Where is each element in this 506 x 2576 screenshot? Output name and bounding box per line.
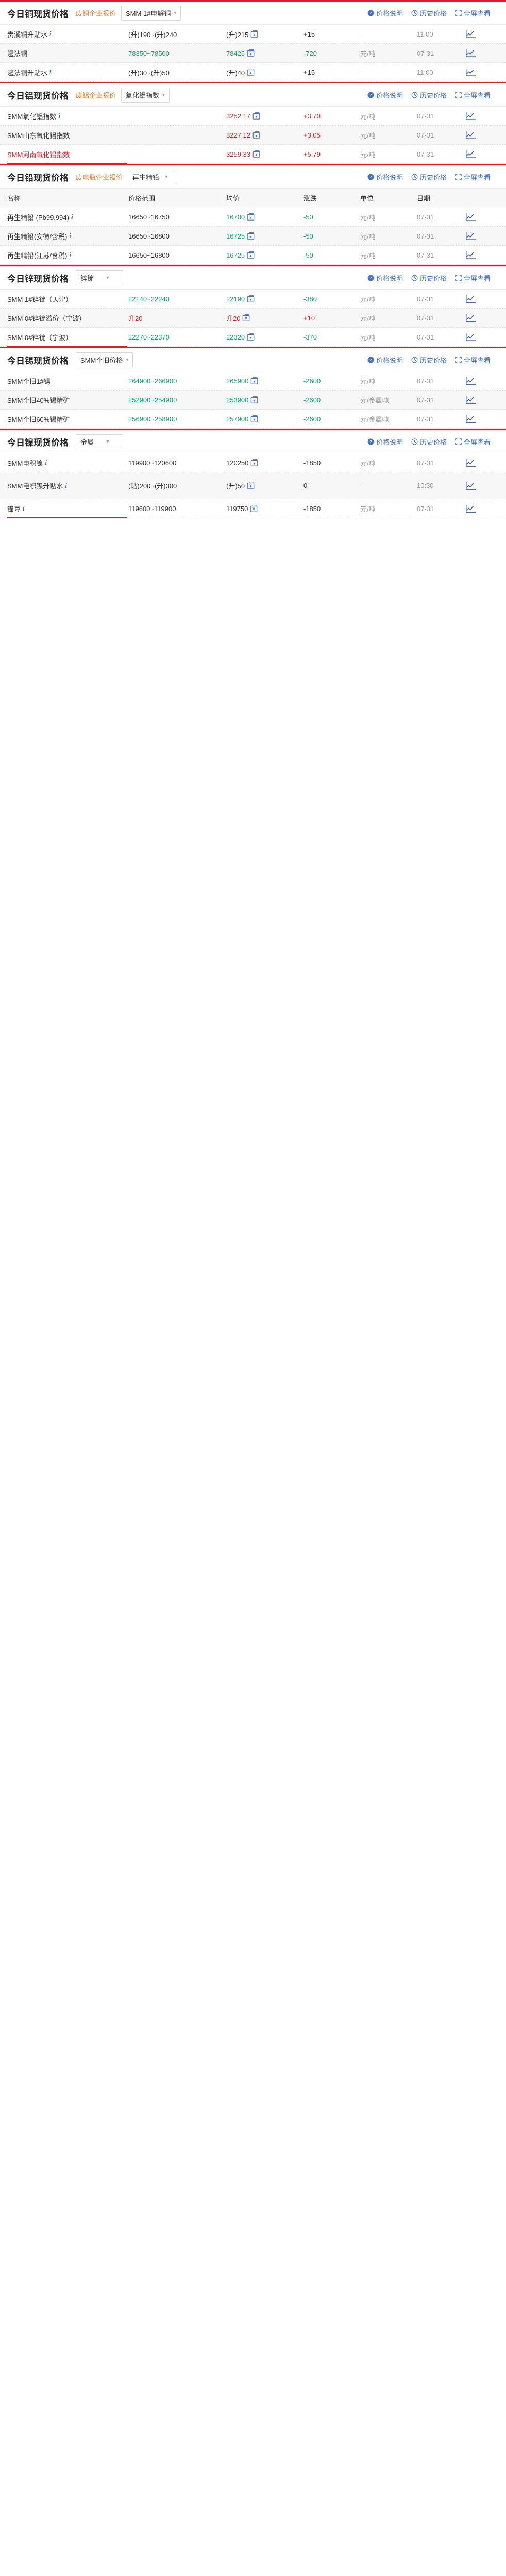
svg-text:¥: ¥ — [250, 335, 252, 340]
svg-text:¥: ¥ — [254, 379, 256, 383]
svg-text:¥: ¥ — [245, 316, 248, 320]
svg-text:?: ? — [369, 175, 372, 179]
svg-text:¥: ¥ — [254, 461, 256, 465]
svg-text:?: ? — [369, 358, 372, 362]
svg-text:?: ? — [369, 440, 372, 444]
svg-text:¥: ¥ — [255, 133, 258, 138]
svg-text:¥: ¥ — [254, 398, 256, 402]
svg-text:¥: ¥ — [254, 417, 256, 421]
svg-text:¥: ¥ — [250, 70, 252, 75]
svg-text:?: ? — [369, 276, 372, 280]
svg-text:?: ? — [369, 11, 372, 15]
svg-text:¥: ¥ — [250, 297, 252, 301]
svg-text:¥: ¥ — [250, 253, 252, 258]
svg-text:¥: ¥ — [250, 484, 252, 488]
svg-text:¥: ¥ — [250, 51, 252, 56]
svg-text:¥: ¥ — [250, 215, 252, 219]
svg-text:¥: ¥ — [250, 234, 252, 239]
svg-text:¥: ¥ — [254, 32, 256, 37]
svg-text:¥: ¥ — [255, 114, 258, 118]
svg-text:?: ? — [369, 93, 372, 97]
svg-text:¥: ¥ — [253, 506, 256, 511]
svg-text:¥: ¥ — [255, 152, 258, 157]
